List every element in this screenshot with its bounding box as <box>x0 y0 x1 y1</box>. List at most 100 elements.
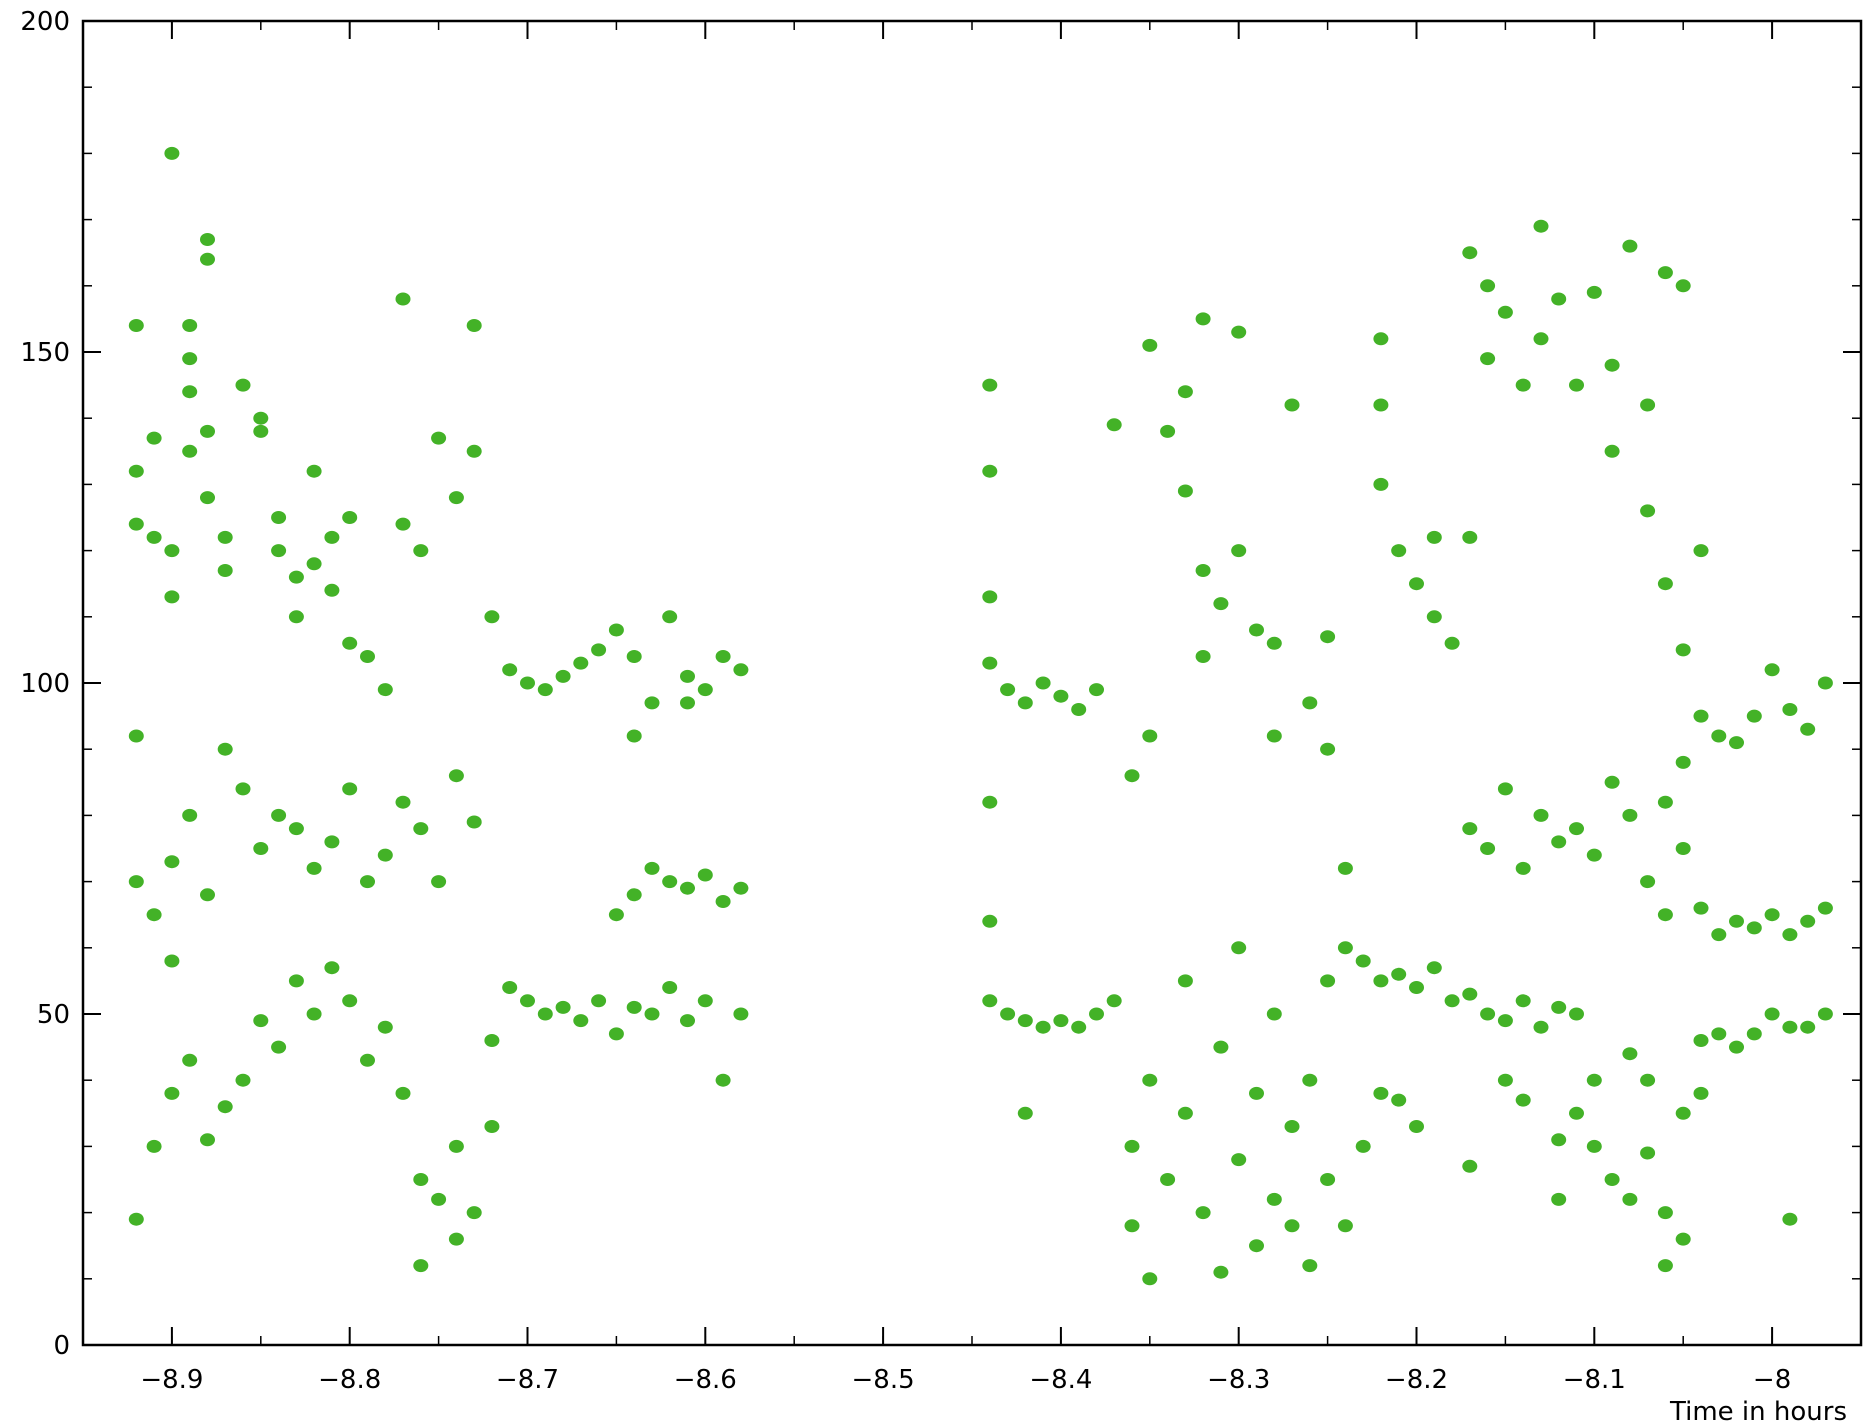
data-point <box>466 1206 482 1220</box>
data-point <box>1355 954 1371 968</box>
data-point <box>1160 424 1176 438</box>
data-point <box>1124 1139 1140 1153</box>
data-point <box>1551 1000 1567 1014</box>
data-point <box>1000 1007 1016 1021</box>
data-point <box>324 583 340 597</box>
data-point <box>537 1007 553 1021</box>
data-point <box>253 842 269 855</box>
data-point <box>431 875 447 889</box>
data-point <box>395 1086 411 1100</box>
data-point <box>466 815 482 829</box>
data-point <box>1124 1219 1140 1233</box>
data-point <box>520 676 535 690</box>
data-point <box>164 590 180 604</box>
data-point <box>680 669 695 683</box>
data-point <box>1569 1106 1584 1120</box>
data-point <box>1053 689 1069 703</box>
data-point <box>1231 544 1247 558</box>
data-point <box>1622 808 1638 822</box>
data-point <box>1320 974 1336 988</box>
data-point <box>1266 729 1282 743</box>
data-point <box>982 994 998 1008</box>
data-point <box>1640 1073 1656 1087</box>
data-point <box>1657 266 1673 280</box>
data-point <box>146 1139 162 1153</box>
data-point <box>502 663 518 677</box>
data-point <box>377 848 393 862</box>
data-point <box>1533 332 1549 346</box>
data-point <box>1017 1014 1033 1028</box>
data-point <box>342 782 358 796</box>
data-point <box>1320 1173 1336 1186</box>
data-point <box>1569 378 1584 392</box>
data-point <box>1746 1027 1762 1041</box>
data-point <box>217 564 233 577</box>
data-point <box>360 650 375 663</box>
data-point <box>982 378 998 392</box>
data-point <box>1391 544 1407 558</box>
data-point <box>644 861 660 875</box>
data-point <box>1444 994 1460 1008</box>
data-point <box>128 517 144 531</box>
data-point <box>1515 994 1531 1008</box>
axis-ticks <box>82 20 1862 1346</box>
data-point <box>1657 577 1673 591</box>
data-point <box>626 650 642 663</box>
data-point <box>448 769 464 783</box>
data-point <box>1337 861 1353 875</box>
data-point <box>1480 842 1496 855</box>
data-point <box>1693 544 1709 558</box>
data-point <box>1693 709 1709 723</box>
data-point <box>182 808 198 822</box>
x-axis-title: Time in hours <box>1669 1397 1847 1426</box>
data-point <box>1782 703 1798 716</box>
data-point <box>484 1034 500 1047</box>
data-point <box>146 908 162 922</box>
data-point <box>1035 676 1051 690</box>
data-point <box>1017 696 1033 710</box>
data-point <box>217 742 233 756</box>
data-point <box>324 530 340 544</box>
data-point <box>288 570 304 584</box>
data-point <box>591 643 607 657</box>
data-point <box>182 444 198 458</box>
data-point <box>1337 1219 1353 1233</box>
data-point <box>626 729 642 743</box>
data-point <box>982 795 998 809</box>
data-point <box>128 729 144 743</box>
data-point <box>1711 928 1727 942</box>
x-tick-label: −8.1 <box>1563 1365 1626 1395</box>
data-point <box>1035 1020 1051 1034</box>
data-point <box>1195 564 1211 577</box>
data-point <box>982 656 998 670</box>
data-point <box>662 981 678 994</box>
data-point <box>1213 597 1229 611</box>
data-point <box>324 961 340 975</box>
data-point <box>466 444 482 458</box>
x-tick-label: −8.2 <box>1385 1365 1448 1395</box>
data-point <box>680 696 695 710</box>
x-tick-label: −8 <box>1753 1365 1791 1395</box>
y-tick-label: 200 <box>20 7 70 37</box>
data-point <box>715 895 731 908</box>
data-point <box>217 1100 233 1114</box>
data-point <box>1089 1007 1104 1021</box>
data-point <box>413 1173 429 1186</box>
data-point <box>1604 775 1620 789</box>
data-point <box>1426 961 1442 975</box>
data-point <box>591 994 607 1008</box>
data-point <box>395 292 411 306</box>
data-point <box>1764 908 1780 922</box>
data-point <box>1800 722 1816 736</box>
data-point <box>1604 358 1620 372</box>
data-point <box>1302 1073 1318 1087</box>
data-point <box>1213 1265 1229 1279</box>
data-point <box>484 1120 500 1133</box>
data-point <box>1213 1040 1229 1054</box>
data-point <box>1249 1239 1264 1253</box>
data-point <box>680 881 695 895</box>
data-point <box>1480 352 1496 366</box>
data-point <box>1071 703 1087 716</box>
data-point <box>1729 914 1744 928</box>
data-point <box>1053 1014 1069 1028</box>
